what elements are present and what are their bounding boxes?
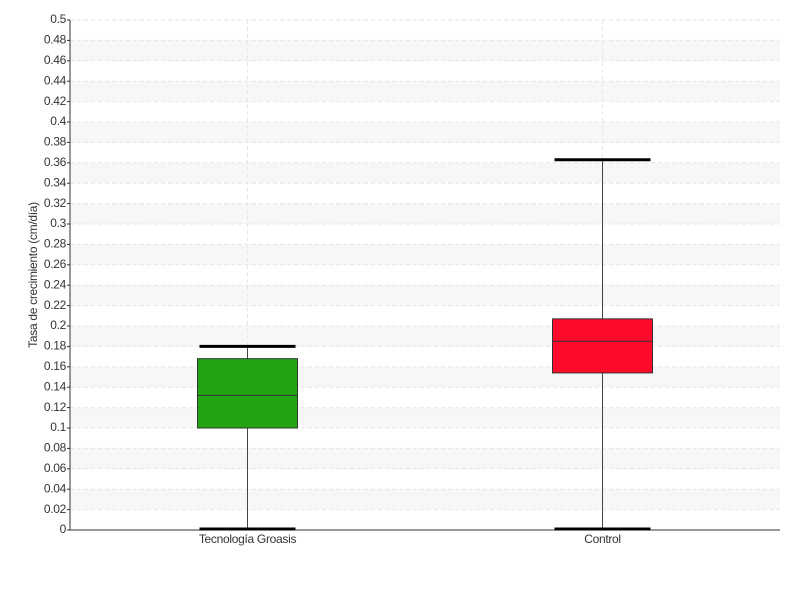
y-axis-label: Tasa de crecimiento (cm/día) (26, 202, 40, 348)
box (552, 318, 653, 374)
y-tick-label: 0.18 (44, 339, 67, 353)
y-tick-label: 0.16 (44, 359, 67, 373)
grid-band (70, 489, 780, 510)
grid-band (70, 326, 780, 347)
y-tick-label: 0.28 (44, 237, 67, 251)
y-tick-label: 0.48 (44, 33, 67, 47)
grid-band (70, 81, 780, 102)
y-tick-label: 0.22 (44, 298, 67, 312)
y-tick-label: 0.1 (50, 420, 66, 434)
y-tick-label: 0.4 (50, 114, 66, 128)
y-tick-label: 0 (60, 522, 67, 536)
grid-band (70, 366, 780, 388)
y-tick-label: 0.46 (44, 53, 67, 67)
y-tick-label: 0.04 (44, 481, 67, 495)
y-tick-label: 0.2 (50, 318, 66, 332)
y-tick-label: 0.26 (44, 257, 67, 271)
y-tick-label: 0.14 (44, 379, 67, 393)
y-tick-label: 0.08 (44, 441, 67, 455)
y-tick-label: 0.3 (50, 216, 66, 230)
grid-band (70, 285, 780, 306)
grid-band (70, 162, 780, 184)
y-tick-label: 0.02 (44, 502, 67, 516)
y-tick-label: 0.36 (44, 155, 67, 169)
grid-band (70, 122, 780, 143)
y-tick-label: 0.24 (44, 277, 67, 291)
x-tick-label: Tecnología Groasis (199, 532, 297, 546)
y-tick-label: 0.42 (44, 94, 67, 108)
y-tick-label: 0.5 (50, 12, 66, 26)
y-tick-label: 0.38 (44, 135, 67, 149)
grid-band (70, 244, 780, 265)
grid-band (70, 407, 780, 428)
grid-band (70, 448, 780, 469)
y-tick-label: 0.32 (44, 196, 67, 210)
grid-band (70, 203, 780, 224)
y-tick-label: 0.12 (44, 400, 67, 414)
grid-band (70, 40, 780, 61)
y-tick-label: 0.06 (44, 461, 67, 475)
y-tick-label: 0.44 (44, 73, 67, 87)
y-tick-label: 0.34 (44, 175, 67, 189)
x-tick-label: Control (584, 532, 621, 546)
box (197, 358, 298, 429)
